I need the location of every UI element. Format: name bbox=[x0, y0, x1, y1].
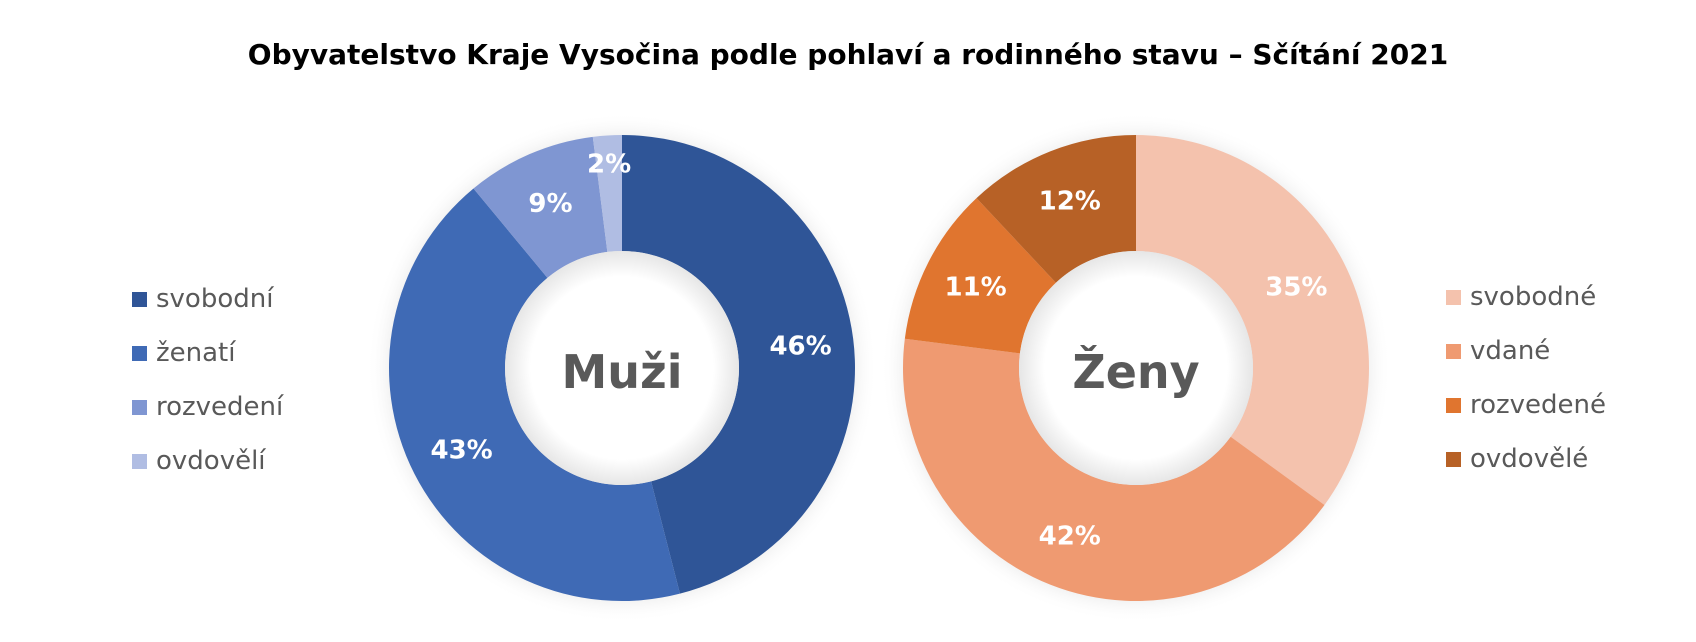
legend-swatch bbox=[1446, 289, 1461, 305]
legend-label: svobodní bbox=[156, 284, 274, 314]
legend-item-svobodní: svobodní bbox=[132, 272, 283, 326]
legend-item-svobodné: svobodné bbox=[1446, 270, 1606, 324]
legend-label: ovdovělé bbox=[1470, 444, 1589, 474]
legend-label: svobodné bbox=[1470, 282, 1597, 312]
slice-rozvedené bbox=[904, 198, 1056, 354]
data-label-svobodní: 46% bbox=[769, 331, 831, 361]
legend-swatch bbox=[132, 453, 147, 469]
slice-svobodní bbox=[622, 135, 855, 594]
slice-ovdovělé bbox=[976, 135, 1136, 283]
legend-swatch bbox=[1446, 451, 1461, 467]
data-label-ovdovělí: 2% bbox=[587, 149, 631, 179]
data-label-svobodné: 35% bbox=[1265, 272, 1327, 302]
legend-label: ovdovělí bbox=[156, 446, 266, 476]
legend-item-ženatí: ženatí bbox=[132, 326, 283, 380]
legend-swatch bbox=[1446, 343, 1461, 359]
legend-item-rozvedení: rozvedení bbox=[132, 380, 283, 434]
legend-label: rozvedení bbox=[156, 392, 284, 422]
slice-ovdovělí bbox=[592, 135, 622, 252]
legend-label: vdané bbox=[1470, 336, 1551, 366]
data-label-vdané: 42% bbox=[1039, 521, 1101, 551]
slice-svobodné bbox=[1136, 135, 1369, 505]
legend-item-ovdovělé: ovdovělé bbox=[1446, 432, 1606, 486]
slice-ženatí bbox=[389, 188, 680, 602]
legend-swatch bbox=[1446, 397, 1461, 413]
legend-label: rozvedené bbox=[1470, 390, 1607, 420]
center-label: Muži bbox=[561, 345, 682, 399]
data-label-rozvedené: 11% bbox=[945, 272, 1007, 302]
legend-label: ženatí bbox=[156, 338, 236, 368]
legend-swatch bbox=[132, 345, 147, 361]
legend-zeny: svobodné vdané rozvedené ovdovělé bbox=[1446, 270, 1606, 486]
donut-zeny: 35% 42% 11% 12% Ženy bbox=[881, 113, 1391, 623]
center-label: Ženy bbox=[1072, 345, 1199, 399]
data-label-ovdovělé: 12% bbox=[1039, 187, 1101, 217]
data-label-ženatí: 43% bbox=[431, 436, 493, 466]
legend-swatch bbox=[132, 291, 147, 307]
data-label-rozvedení: 9% bbox=[528, 189, 572, 219]
legend-item-vdané: vdané bbox=[1446, 324, 1606, 378]
donut-hole bbox=[1019, 251, 1253, 485]
legend-muzi: svobodní ženatí rozvedení ovdovělí bbox=[132, 272, 283, 488]
slice-rozvedení bbox=[473, 136, 608, 278]
legend-swatch bbox=[132, 399, 147, 415]
legend-item-rozvedené: rozvedené bbox=[1446, 378, 1606, 432]
slice-vdané bbox=[903, 338, 1325, 601]
donut-hole bbox=[505, 251, 739, 485]
chart-title: Obyvatelstvo Kraje Vysočina podle pohlav… bbox=[247, 38, 1449, 71]
donut-muzi: 46% 43% 9% 2% Muži bbox=[367, 113, 877, 623]
legend-item-ovdovělí: ovdovělí bbox=[132, 434, 283, 488]
